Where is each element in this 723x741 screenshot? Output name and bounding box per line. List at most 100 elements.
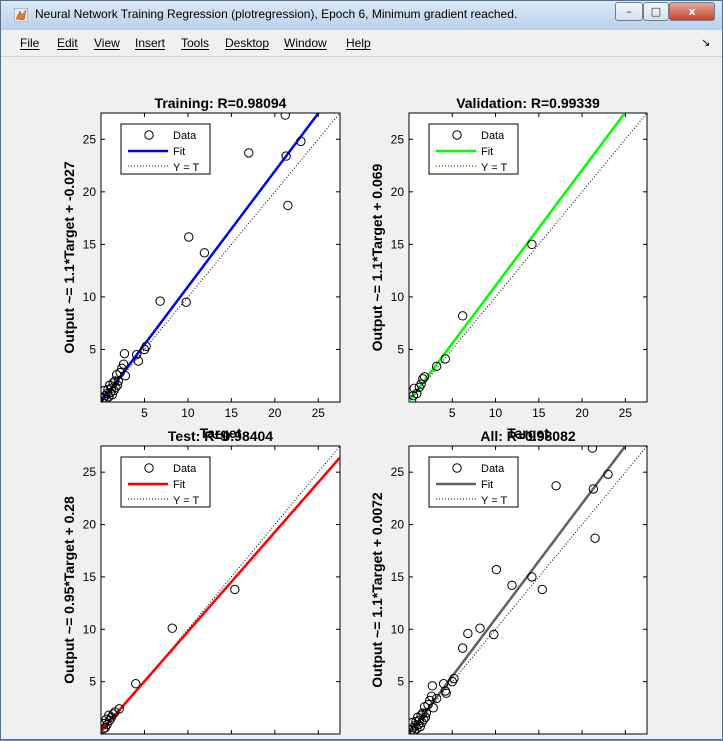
- legend-label: Data: [481, 463, 505, 475]
- regression-plots: 5 10 15 20 25 5 10 15 20 25 Training: R=0.98094 Tar…: [61, 95, 648, 741]
- legend-data-marker: [144, 130, 154, 140]
- data-point: [412, 388, 422, 399]
- figure-canvas: 5 10 15 20 25 5 10 15 20 25 Training: R=0.98094 Tar…: [4, 57, 718, 741]
- y-tick-label: 20: [83, 185, 97, 199]
- chart-panel-0: 5 10 15 20 25 5 10 15 20 25 Training: R=0.98094 Tar…: [61, 95, 341, 441]
- menu-window[interactable]: Window: [284, 36, 327, 50]
- data-point: [507, 580, 517, 590]
- y-tick-label: 25: [83, 465, 97, 479]
- legend-label: Y = T: [481, 495, 507, 507]
- x-tick-label: 20: [268, 406, 282, 420]
- chart-panel-2: 510152025510152025Test: R=0.98404TargetO…: [61, 428, 341, 741]
- y-axis-label: Output ~= 0.95*Target + 0.28: [61, 496, 77, 684]
- y-tick-label: 25: [83, 132, 97, 146]
- data-point: [587, 446, 598, 453]
- y-tick-label: 15: [391, 570, 405, 584]
- maximize-button[interactable]: □: [643, 2, 669, 21]
- data-point: [131, 679, 141, 689]
- data-point: [449, 673, 459, 684]
- menu-help[interactable]: Help: [346, 36, 371, 50]
- data-point: [426, 691, 437, 701]
- data-point: [527, 572, 537, 582]
- data-point: [114, 704, 124, 714]
- data-point: [133, 356, 144, 366]
- data-point: [119, 348, 130, 359]
- y-tick-label: 15: [83, 570, 97, 584]
- close-button[interactable]: x: [669, 2, 715, 21]
- y-tick-label: 15: [83, 237, 97, 251]
- data-point: [418, 374, 428, 384]
- data-point: [457, 311, 468, 321]
- chart-panel-3: 510152025510152025All: R=0.98082TargetOu…: [369, 428, 648, 741]
- data-point: [155, 296, 165, 306]
- data-point: [419, 372, 430, 382]
- data-point: [440, 354, 451, 364]
- data-point: [527, 239, 537, 250]
- data-point: [118, 359, 129, 369]
- data-point: [427, 681, 438, 691]
- y-tick-label: 20: [391, 518, 405, 532]
- legend-label: Fit: [481, 146, 493, 158]
- menu-insert[interactable]: Insert: [135, 36, 166, 50]
- data-point: [588, 484, 599, 494]
- y-tick-label: 10: [83, 622, 97, 636]
- identity-line: [101, 113, 340, 402]
- legend-label: Data: [173, 463, 197, 475]
- chart-title: All: R=0.98082: [480, 428, 576, 444]
- legend-label: Y = T: [481, 162, 507, 174]
- x-tick-label: 10: [181, 406, 195, 420]
- data-point: [438, 679, 449, 689]
- dock-arrow-icon[interactable]: ↘: [701, 36, 711, 49]
- data-point: [167, 623, 177, 633]
- legend-label: Fit: [173, 146, 185, 158]
- legend: Data Fit Y = T: [120, 123, 211, 175]
- menu-view[interactable]: View: [94, 36, 120, 50]
- matlab-icon: [14, 8, 28, 22]
- data-point: [491, 564, 502, 575]
- data-point: [111, 382, 121, 392]
- legend-data-marker: [452, 463, 462, 473]
- data-point: [431, 693, 442, 704]
- y-tick-label: 5: [397, 675, 404, 689]
- data-point: [131, 350, 142, 360]
- legend-data-marker: [144, 463, 154, 473]
- data-point: [420, 712, 431, 722]
- x-tick-label: 25: [312, 406, 326, 420]
- y-tick-label: 10: [391, 622, 405, 636]
- data-point: [463, 628, 473, 639]
- legend: Data Fit Y = T: [428, 456, 519, 508]
- data-point: [230, 584, 240, 595]
- legend-label: Fit: [173, 479, 185, 491]
- menu-edit[interactable]: Edit: [57, 36, 78, 50]
- x-axis-label: Target: [507, 425, 549, 441]
- x-axis-label: Target: [200, 425, 242, 441]
- legend-label: Data: [481, 130, 505, 142]
- data-point: [281, 151, 291, 161]
- x-tick-label: 15: [532, 406, 546, 420]
- data-point: [283, 200, 293, 211]
- title-bar[interactable]: Neural Network Training Regression (plot…: [1, 1, 722, 31]
- legend-label: Y = T: [173, 495, 199, 507]
- menu-bar: File Edit View Insert Tools Desktop Wind…: [1, 30, 722, 57]
- data-point: [428, 703, 438, 713]
- x-tick-label: 25: [619, 406, 633, 420]
- y-tick-label: 20: [391, 185, 405, 199]
- window-title: Neural Network Training Regression (plot…: [35, 7, 518, 21]
- menu-tools[interactable]: Tools: [181, 36, 210, 50]
- x-tick-label: 20: [575, 406, 589, 420]
- data-point: [409, 383, 419, 394]
- menu-file[interactable]: File: [20, 36, 40, 50]
- data-point: [590, 533, 600, 543]
- legend: Data Fit Y = T: [428, 123, 519, 175]
- minimize-button[interactable]: –: [615, 2, 643, 21]
- data-point: [199, 248, 210, 258]
- data-point: [115, 367, 125, 378]
- legend-label: Y = T: [173, 162, 199, 174]
- data-point: [181, 297, 191, 307]
- chart-title: Validation: R=0.99339: [456, 95, 600, 111]
- menu-desktop[interactable]: Desktop: [225, 36, 270, 50]
- fit-line: [101, 456, 340, 732]
- x-tick-label: 15: [225, 406, 239, 420]
- y-tick-label: 25: [391, 465, 405, 479]
